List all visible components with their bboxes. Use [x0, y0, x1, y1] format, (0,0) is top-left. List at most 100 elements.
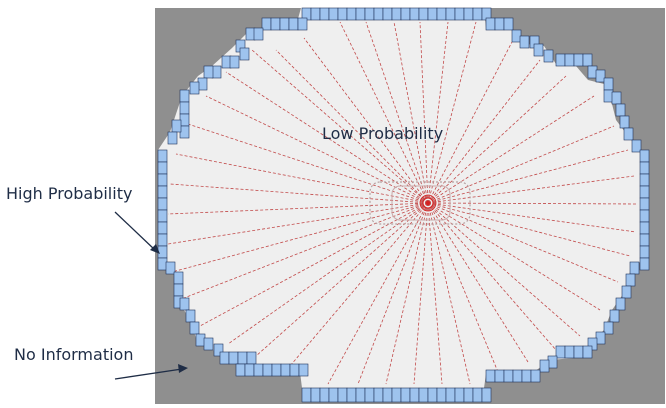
occupied-cell — [185, 309, 196, 323]
occupied-cell — [179, 125, 190, 139]
sensor-ray — [357, 202, 429, 385]
sensor-ray — [303, 37, 429, 204]
occupied-cell — [253, 363, 264, 377]
sensor-ray — [327, 202, 429, 385]
occupied-cell — [623, 127, 634, 141]
occupied-cell — [310, 7, 321, 21]
sensor-ray — [427, 59, 541, 204]
occupied-cell — [228, 351, 239, 365]
occupied-cell — [189, 321, 200, 335]
sensor-ray — [427, 202, 601, 311]
occupied-cell — [157, 161, 168, 175]
occupied-cell — [271, 363, 282, 377]
sensor-ray — [427, 149, 629, 204]
occupied-cell — [373, 387, 384, 403]
occupied-cell — [355, 387, 366, 403]
occupied-cell — [427, 387, 438, 403]
occupied-cell — [521, 369, 532, 383]
sensor-ray — [427, 21, 449, 204]
occupied-cell — [298, 363, 309, 377]
occupied-cell — [261, 17, 272, 31]
occupied-cell — [179, 113, 190, 127]
occupied-cell — [445, 7, 456, 21]
occupied-cell — [262, 363, 273, 377]
sensor-ray — [183, 202, 429, 299]
occupied-cell — [555, 345, 566, 359]
occupied-cell — [157, 233, 168, 247]
occupied-cell — [237, 351, 248, 365]
occupied-cell — [173, 283, 184, 297]
occupied-cell — [239, 47, 250, 61]
occupied-cell — [167, 131, 178, 145]
occupied-cell — [337, 387, 348, 403]
high-probability-label: High Probability — [6, 184, 132, 203]
sensor-ray — [427, 75, 567, 204]
occupied-cell — [533, 43, 544, 57]
sensor-ray — [419, 21, 429, 204]
occupied-cell — [235, 363, 246, 377]
occupied-cell — [203, 65, 214, 79]
sensor-ray — [339, 21, 429, 204]
occupied-cell — [639, 257, 650, 271]
occupied-cell — [511, 29, 522, 43]
sensor-ray — [205, 95, 429, 204]
sensor-ray — [427, 21, 477, 204]
occupied-cell — [289, 363, 300, 377]
occupied-cell — [485, 369, 496, 383]
occupied-cell — [494, 369, 505, 383]
occupied-cell — [346, 7, 357, 21]
occupied-cell — [157, 173, 168, 187]
sensor-ray — [169, 183, 429, 204]
occupied-cell — [355, 7, 366, 21]
occupied-cell — [639, 233, 650, 247]
occupied-cell — [582, 53, 593, 67]
sensor-rays — [167, 21, 639, 385]
occupied-cell — [328, 387, 339, 403]
occupied-cell — [587, 337, 598, 351]
sensor-ray — [187, 123, 429, 204]
sensor-ray — [167, 202, 429, 215]
occupied-cell — [157, 185, 168, 199]
occupied-cell — [173, 271, 184, 285]
sensor-ray — [427, 202, 499, 373]
occupied-cell — [364, 7, 375, 21]
occupied-cell — [639, 185, 650, 199]
occupied-cell — [573, 345, 584, 359]
occupied-cell — [564, 53, 575, 67]
occupied-cell — [454, 387, 465, 403]
occupied-cell — [157, 197, 168, 211]
occupied-cell — [611, 91, 622, 105]
sensor-ray — [289, 202, 429, 367]
high-probability-arrow — [114, 211, 160, 254]
occupied-cell — [197, 77, 208, 91]
occupied-cell — [639, 245, 650, 259]
occupied-cell — [436, 387, 447, 403]
sensor-ray — [427, 41, 513, 204]
low-probability-label: Low Probability — [322, 124, 443, 143]
occupied-cell — [555, 53, 566, 67]
occupied-cell — [621, 285, 632, 299]
occupied-cell — [418, 7, 429, 21]
occupied-cell — [582, 345, 593, 359]
occupied-cell — [179, 89, 190, 103]
occupied-cell — [382, 387, 393, 403]
occupied-cell — [179, 101, 190, 115]
sensor-ray — [385, 202, 429, 385]
occupied-cell — [639, 197, 650, 211]
sensor-ray — [427, 202, 639, 205]
sensor-ray — [227, 202, 429, 345]
occupied-cell — [229, 55, 240, 69]
no-information-arrow — [114, 364, 188, 380]
occupied-cell — [245, 27, 256, 41]
robot-icon — [369, 181, 471, 225]
occupied-cell — [171, 119, 182, 133]
occupied-cell — [564, 345, 575, 359]
occupied-cell — [409, 387, 420, 403]
occupied-cell — [573, 53, 584, 67]
occupied-cell — [530, 369, 541, 383]
sensor-ray — [427, 202, 443, 385]
sensor-ray — [393, 21, 429, 204]
occupied-cell — [288, 17, 299, 31]
occupied-cell — [157, 245, 168, 259]
